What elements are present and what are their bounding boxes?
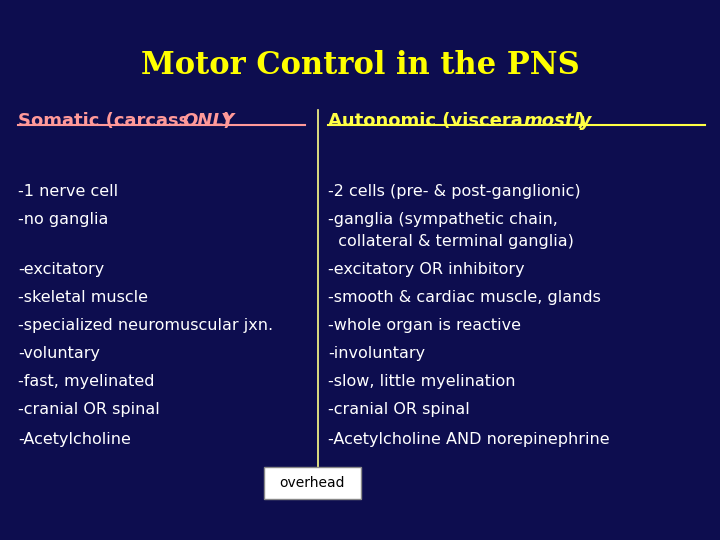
Text: -smooth & cardiac muscle, glands: -smooth & cardiac muscle, glands — [328, 290, 601, 305]
Text: -excitatory: -excitatory — [18, 262, 104, 277]
Text: -involuntary: -involuntary — [328, 346, 425, 361]
Text: -no ganglia: -no ganglia — [18, 212, 109, 227]
Text: -Acetylcholine: -Acetylcholine — [18, 432, 131, 447]
Text: -ganglia (sympathetic chain,: -ganglia (sympathetic chain, — [328, 212, 558, 227]
Text: -whole organ is reactive: -whole organ is reactive — [328, 318, 521, 333]
Text: -specialized neuromuscular jxn.: -specialized neuromuscular jxn. — [18, 318, 273, 333]
Text: Motor Control in the PNS: Motor Control in the PNS — [140, 50, 580, 81]
Text: overhead: overhead — [280, 476, 346, 490]
Text: -cranial OR spinal: -cranial OR spinal — [328, 402, 469, 417]
Text: -Acetylcholine AND norepinephrine: -Acetylcholine AND norepinephrine — [328, 432, 610, 447]
FancyBboxPatch shape — [264, 467, 361, 499]
Text: -voluntary: -voluntary — [18, 346, 100, 361]
Text: ): ) — [576, 112, 584, 130]
Text: -skeletal muscle: -skeletal muscle — [18, 290, 148, 305]
Text: ONLY: ONLY — [182, 112, 234, 130]
Text: Somatic (carcass: Somatic (carcass — [18, 112, 196, 130]
Text: -fast, myelinated: -fast, myelinated — [18, 374, 155, 389]
Text: ): ) — [222, 112, 230, 130]
Text: -1 nerve cell: -1 nerve cell — [18, 184, 118, 199]
Text: -2 cells (pre- & post-ganglionic): -2 cells (pre- & post-ganglionic) — [328, 184, 580, 199]
Text: mostly: mostly — [523, 112, 591, 130]
Text: -cranial OR spinal: -cranial OR spinal — [18, 402, 160, 417]
Text: -excitatory OR inhibitory: -excitatory OR inhibitory — [328, 262, 525, 277]
Text: collateral & terminal ganglia): collateral & terminal ganglia) — [328, 234, 574, 249]
Text: Autonomic (viscera: Autonomic (viscera — [328, 112, 529, 130]
Text: -slow, little myelination: -slow, little myelination — [328, 374, 516, 389]
